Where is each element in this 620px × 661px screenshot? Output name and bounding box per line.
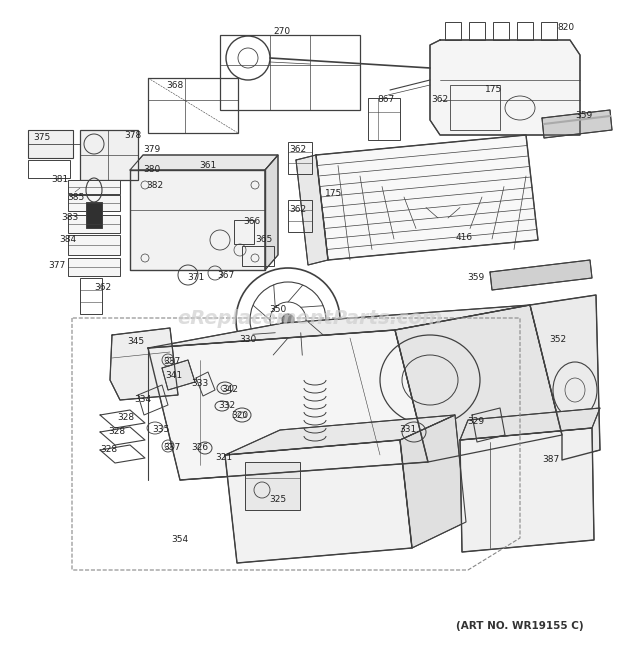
Polygon shape bbox=[542, 110, 612, 138]
Bar bbox=[68, 180, 120, 194]
Text: 352: 352 bbox=[549, 336, 567, 344]
Text: 342: 342 bbox=[221, 385, 239, 395]
Bar bbox=[148, 78, 238, 133]
Text: 325: 325 bbox=[270, 496, 286, 504]
Text: 326: 326 bbox=[192, 444, 208, 453]
Bar bbox=[68, 195, 120, 211]
Text: 368: 368 bbox=[166, 81, 184, 89]
Bar bbox=[288, 142, 312, 174]
Bar bbox=[68, 235, 120, 255]
Polygon shape bbox=[490, 260, 592, 290]
Text: 416: 416 bbox=[456, 233, 472, 243]
Bar bbox=[28, 130, 73, 158]
Text: 337: 337 bbox=[164, 444, 180, 453]
Bar bbox=[80, 278, 102, 314]
Text: 333: 333 bbox=[192, 379, 208, 389]
Text: (ART NO. WR19155 C): (ART NO. WR19155 C) bbox=[456, 621, 584, 631]
Polygon shape bbox=[316, 135, 538, 260]
Bar bbox=[245, 462, 300, 510]
Polygon shape bbox=[400, 415, 466, 548]
Bar bbox=[517, 22, 533, 40]
Text: 367: 367 bbox=[218, 272, 234, 280]
Text: 321: 321 bbox=[215, 453, 232, 463]
Text: 365: 365 bbox=[255, 235, 273, 245]
Polygon shape bbox=[430, 40, 580, 135]
Text: 354: 354 bbox=[172, 535, 188, 545]
Text: 175: 175 bbox=[485, 85, 503, 95]
Polygon shape bbox=[148, 330, 428, 480]
Polygon shape bbox=[265, 155, 278, 270]
Bar bbox=[220, 35, 360, 110]
Text: 378: 378 bbox=[125, 130, 141, 139]
Text: 337: 337 bbox=[164, 358, 180, 366]
Polygon shape bbox=[162, 360, 195, 390]
Text: 381: 381 bbox=[51, 176, 69, 184]
Text: 350: 350 bbox=[269, 305, 286, 315]
Text: 270: 270 bbox=[273, 28, 291, 36]
Bar bbox=[469, 22, 485, 40]
Text: 362: 362 bbox=[290, 145, 306, 155]
Text: 361: 361 bbox=[200, 161, 216, 169]
Text: 334: 334 bbox=[135, 395, 151, 405]
Text: 335: 335 bbox=[153, 426, 170, 434]
Text: 341: 341 bbox=[166, 371, 182, 381]
Text: 345: 345 bbox=[128, 338, 144, 346]
Bar bbox=[288, 200, 312, 232]
Bar bbox=[541, 22, 557, 40]
Bar bbox=[450, 85, 500, 130]
Ellipse shape bbox=[282, 314, 294, 326]
Bar bbox=[28, 160, 70, 178]
Bar bbox=[68, 215, 120, 233]
Bar bbox=[242, 246, 274, 266]
Text: 382: 382 bbox=[146, 180, 164, 190]
Text: 366: 366 bbox=[244, 217, 260, 227]
Text: 359: 359 bbox=[575, 110, 593, 120]
Text: 328: 328 bbox=[117, 414, 135, 422]
Text: 328: 328 bbox=[100, 446, 118, 455]
Text: 359: 359 bbox=[467, 274, 485, 282]
Bar bbox=[493, 22, 509, 40]
Polygon shape bbox=[530, 295, 600, 460]
Bar bbox=[86, 202, 102, 228]
Bar bbox=[80, 130, 138, 180]
Polygon shape bbox=[130, 155, 278, 170]
Text: eReplacementParts.com: eReplacementParts.com bbox=[177, 309, 443, 327]
Polygon shape bbox=[148, 305, 530, 348]
Polygon shape bbox=[110, 328, 178, 400]
Bar bbox=[234, 220, 254, 244]
Text: 379: 379 bbox=[143, 145, 161, 155]
Text: 330: 330 bbox=[239, 336, 257, 344]
Text: 175: 175 bbox=[326, 190, 343, 198]
Text: 380: 380 bbox=[143, 165, 161, 175]
Text: 329: 329 bbox=[467, 418, 485, 426]
Polygon shape bbox=[296, 155, 328, 265]
Text: 328: 328 bbox=[108, 428, 126, 436]
Text: 387: 387 bbox=[542, 455, 560, 465]
Text: 385: 385 bbox=[68, 194, 84, 202]
Text: 320: 320 bbox=[231, 412, 249, 420]
Text: 332: 332 bbox=[218, 401, 236, 410]
Text: 362: 362 bbox=[94, 284, 112, 293]
Text: 362: 362 bbox=[290, 206, 306, 215]
Bar bbox=[368, 98, 400, 140]
Text: 377: 377 bbox=[48, 260, 66, 270]
Text: 867: 867 bbox=[378, 95, 394, 104]
Text: 371: 371 bbox=[187, 274, 205, 282]
Polygon shape bbox=[225, 415, 455, 455]
Text: 384: 384 bbox=[60, 235, 76, 245]
Polygon shape bbox=[130, 170, 265, 270]
Bar bbox=[68, 258, 120, 276]
Polygon shape bbox=[225, 440, 412, 563]
Text: 362: 362 bbox=[432, 95, 448, 104]
Polygon shape bbox=[460, 428, 594, 552]
Bar bbox=[445, 22, 461, 40]
Text: 820: 820 bbox=[557, 24, 575, 32]
Polygon shape bbox=[460, 408, 600, 440]
Text: 375: 375 bbox=[33, 134, 51, 143]
Polygon shape bbox=[395, 305, 562, 462]
Text: 383: 383 bbox=[61, 214, 79, 223]
Text: 331: 331 bbox=[399, 426, 417, 434]
